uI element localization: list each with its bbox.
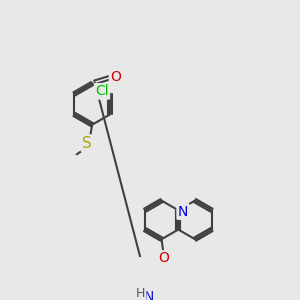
Text: O: O (110, 70, 121, 84)
Text: Cl: Cl (95, 84, 109, 98)
Text: O: O (159, 251, 170, 266)
Text: N: N (178, 205, 188, 218)
Text: H: H (136, 287, 145, 300)
Text: S: S (82, 136, 92, 151)
Text: N: N (143, 290, 154, 300)
